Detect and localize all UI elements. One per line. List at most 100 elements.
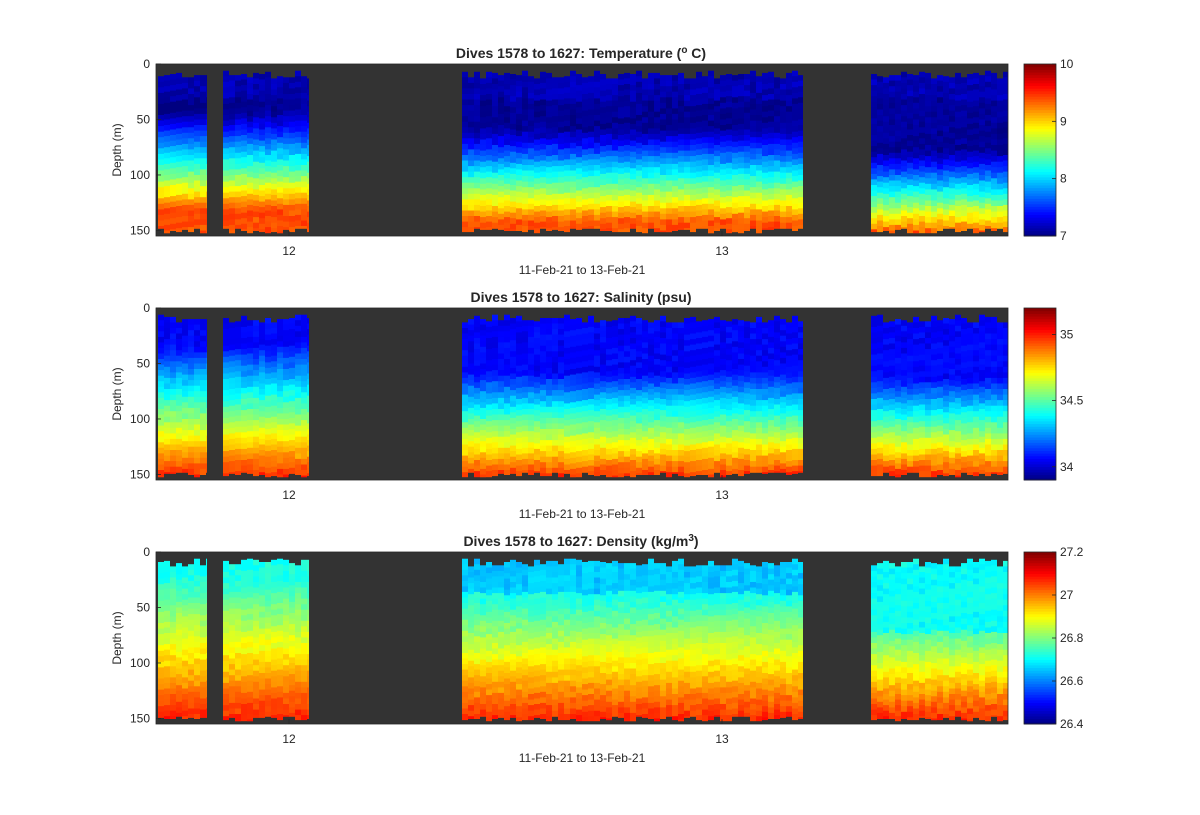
heatmap-cell — [889, 230, 895, 234]
heatmap-cell — [540, 227, 546, 229]
heatmap-cell — [468, 319, 474, 326]
heatmap-cell — [708, 220, 714, 227]
heatmap-cell — [919, 199, 925, 206]
heatmap-cell — [907, 129, 913, 136]
heatmap-cell — [188, 227, 194, 233]
heatmap-cell — [576, 434, 582, 441]
heatmap-cell — [516, 102, 522, 109]
heatmap-cell — [241, 201, 247, 208]
heatmap-cell — [877, 148, 883, 155]
heatmap-cell — [955, 133, 961, 140]
heatmap-cell — [194, 163, 200, 170]
heatmap-cell — [259, 339, 265, 346]
heatmap-cell — [498, 347, 504, 354]
heatmap-cell — [474, 376, 480, 383]
heatmap-cell — [194, 197, 200, 204]
heatmap-cell — [170, 450, 176, 457]
heatmap-cell — [277, 319, 283, 326]
heatmap-cell — [955, 111, 961, 118]
heatmap-cell — [702, 187, 708, 194]
heatmap-cell — [877, 126, 883, 133]
heatmap-cell — [798, 163, 803, 170]
heatmap-cell — [756, 209, 762, 216]
heatmap-cell — [768, 210, 774, 217]
heatmap-cell — [979, 202, 985, 209]
heatmap-cell — [973, 89, 979, 96]
heatmap-cell — [925, 150, 931, 157]
heatmap-cell — [991, 133, 997, 140]
heatmap-cell — [642, 442, 648, 449]
heatmap-cell — [468, 204, 474, 211]
heatmap-cell — [158, 325, 164, 332]
heatmap-cell — [546, 100, 552, 107]
heatmap-cell — [600, 386, 606, 393]
heatmap-cell — [714, 372, 720, 379]
heatmap-cell — [588, 365, 594, 372]
heatmap-cell — [552, 451, 558, 458]
heatmap-cell — [474, 221, 480, 228]
colorbar-swatch — [1024, 174, 1056, 178]
heatmap-cell — [182, 88, 188, 95]
heatmap-cell — [194, 463, 200, 470]
heatmap-cell — [176, 322, 182, 329]
heatmap-cell — [295, 347, 301, 354]
heatmap-cell — [690, 133, 696, 140]
heatmap-cell — [271, 416, 277, 423]
heatmap-cell — [756, 76, 762, 83]
heatmap-cell — [277, 137, 283, 144]
heatmap-cell — [241, 168, 247, 175]
heatmap-cell — [696, 432, 702, 439]
heatmap-cell — [277, 369, 283, 376]
heatmap-cell — [612, 347, 618, 354]
heatmap-cell — [283, 380, 289, 387]
heatmap-cell — [678, 211, 684, 218]
heatmap-cell — [871, 129, 877, 136]
heatmap-cell — [702, 431, 708, 438]
heatmap-cell — [558, 384, 564, 391]
heatmap-cell — [188, 166, 194, 173]
heatmap-cell — [654, 111, 660, 118]
heatmap-cell — [907, 218, 913, 225]
heatmap-cell — [889, 113, 895, 120]
colorbar-swatch — [1024, 171, 1056, 175]
heatmap-cell — [618, 395, 624, 402]
heatmap-cell — [540, 132, 546, 139]
heatmap-cell — [307, 440, 309, 447]
heatmap-cell — [618, 162, 624, 169]
heatmap-cell — [672, 411, 678, 418]
heatmap-cell — [229, 108, 235, 115]
heatmap-cell — [176, 122, 182, 129]
heatmap-cell — [170, 135, 176, 142]
heatmap-cell — [289, 177, 295, 184]
heatmap-cell — [612, 342, 618, 349]
heatmap-cell — [883, 160, 889, 167]
colorbar-swatch — [1024, 120, 1056, 124]
heatmap-cell — [486, 354, 492, 361]
heatmap-cell — [170, 129, 176, 136]
heatmap-cell — [307, 111, 309, 118]
heatmap-cell — [913, 202, 919, 209]
heatmap-cell — [468, 452, 474, 459]
heatmap-cell — [708, 92, 714, 99]
heatmap-cell — [985, 70, 991, 77]
heatmap-cell — [283, 441, 289, 448]
heatmap-cell — [720, 375, 726, 382]
heatmap-cell — [678, 333, 684, 340]
heatmap-cell — [462, 94, 468, 101]
heatmap-cell — [552, 356, 558, 363]
heatmap-cell — [462, 88, 468, 95]
heatmap-cell — [486, 88, 492, 95]
heatmap-cell — [558, 221, 564, 228]
heatmap-cell — [624, 379, 630, 386]
heatmap-cell — [654, 89, 660, 96]
heatmap-cell — [768, 116, 774, 123]
heatmap-cell — [636, 170, 642, 177]
heatmap-cell — [307, 217, 309, 224]
heatmap-cell — [194, 202, 200, 209]
heatmap-cell — [877, 76, 883, 83]
heatmap-cell — [271, 111, 277, 118]
heatmap-cell — [612, 206, 618, 213]
heatmap-cell — [498, 108, 504, 115]
heatmap-cell — [606, 189, 612, 196]
heatmap-cell — [792, 226, 798, 231]
